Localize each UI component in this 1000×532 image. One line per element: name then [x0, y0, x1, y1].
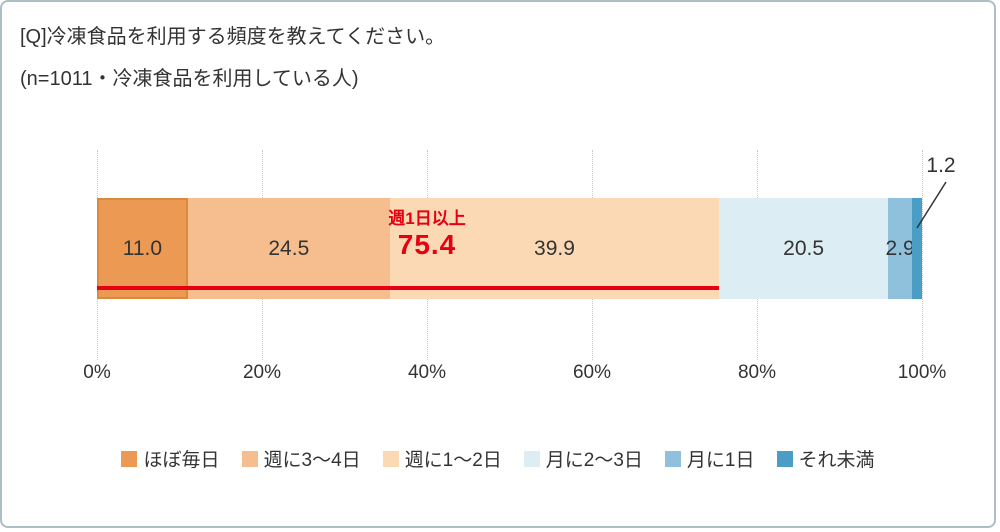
segment-value-label: 20.5: [783, 236, 825, 260]
legend-swatch: [523, 450, 540, 467]
bar-segment-4: 2.9: [885, 198, 915, 299]
sample-note: (n=1011・冷凍食品を利用している人): [20, 68, 359, 90]
legend-item: それ未満: [776, 445, 875, 472]
legend-swatch: [776, 450, 793, 467]
x-tick-label: 60%: [572, 362, 612, 383]
legend-item: 月に1日: [664, 445, 755, 472]
x-axis: 0% 20% 40% 60% 80% 100%: [83, 362, 946, 392]
legend-label: ほぼ毎日: [143, 450, 220, 471]
segment-value-label: 11.0: [122, 236, 163, 260]
segment-value-label: 39.9: [534, 236, 575, 260]
legend-swatch: [121, 450, 138, 467]
gridline: [922, 150, 923, 360]
bar-segment-1: 24.5: [187, 198, 390, 299]
legend-label: 週に1〜2日: [404, 450, 502, 471]
bar-segment-5: [912, 198, 922, 299]
stacked-bar: 11.0 24.5 39.9 20.5 2.9: [97, 198, 922, 299]
segment-value-label: 24.5: [268, 236, 310, 260]
legend-swatch: [241, 450, 258, 467]
legend-item: 週に3〜4日: [241, 445, 361, 472]
x-tick-label: 100%: [897, 362, 947, 383]
chart-header: [Q]冷凍食品を利用する頻度を教えてください。 (n=1011・冷凍食品を利用し…: [20, 16, 445, 100]
legend-swatch: [382, 450, 399, 467]
week1-annotation: 週1日以上 75.4: [388, 204, 465, 261]
bar-segment-2: 39.9: [389, 198, 720, 299]
x-tick-label: 0%: [83, 362, 111, 383]
legend-swatch: [664, 450, 681, 467]
plot-area: 11.0 24.5 39.9 20.5 2.9 週1日以上 75.4 1.2 0% 20%…: [83, 150, 956, 383]
x-tick-label: 40%: [407, 362, 447, 383]
legend-label: 週に3〜4日: [263, 450, 361, 471]
legend: ほぼ毎日 週に3〜4日 週に1〜2日 月に2〜3日 月に1日 それ未満: [2, 445, 994, 472]
segment-value-label: 2.9: [885, 236, 915, 260]
legend-item: 週に1〜2日: [382, 445, 502, 472]
legend-label: 月に1日: [686, 450, 755, 471]
legend-item: 月に2〜3日: [523, 445, 643, 472]
x-tick-label: 80%: [737, 362, 777, 383]
outside-value-label: 1.2: [926, 154, 956, 177]
legend-label: 月に2〜3日: [545, 450, 643, 471]
legend-item: ほぼ毎日: [121, 445, 220, 472]
question-title: [Q]冷凍食品を利用する頻度を教えてください。: [20, 26, 446, 48]
x-tick-label: 20%: [242, 362, 282, 383]
legend-label: それ未満: [798, 450, 875, 471]
annotation-value: 75.4: [397, 229, 457, 260]
bar-segment-3: 20.5: [719, 198, 889, 299]
annotation-underline: [97, 286, 720, 290]
annotation-label: 週1日以上: [388, 209, 466, 228]
bar-segment-0: 11.0: [97, 198, 188, 299]
